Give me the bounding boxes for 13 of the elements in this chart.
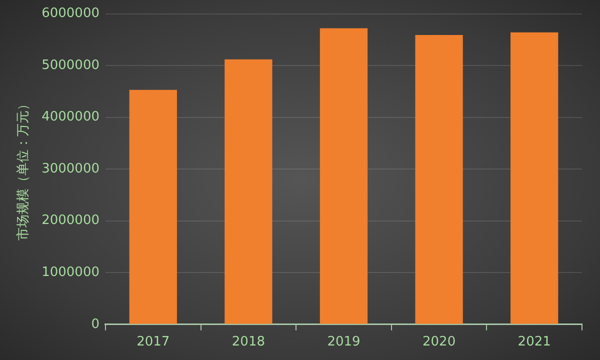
x-tick-label: 2018 bbox=[232, 334, 265, 350]
y-tick-label: 5000000 bbox=[42, 58, 100, 73]
y-tick-label: 1000000 bbox=[42, 265, 100, 280]
y-tick-label: 0 bbox=[91, 316, 100, 332]
y-tick-label: 4000000 bbox=[42, 110, 100, 125]
x-tick-label: 2021 bbox=[518, 334, 551, 350]
y-tick-label: 3000000 bbox=[42, 161, 100, 176]
y-tick-label: 2000000 bbox=[42, 213, 100, 228]
y-tick-label: 6000000 bbox=[42, 6, 100, 22]
x-tick-label: 2020 bbox=[422, 334, 456, 350]
x-tick-label: 2017 bbox=[136, 334, 170, 350]
y-axis-title: 市场规模（单位：万元） bbox=[16, 98, 32, 241]
x-tick-label: 2019 bbox=[327, 334, 360, 350]
